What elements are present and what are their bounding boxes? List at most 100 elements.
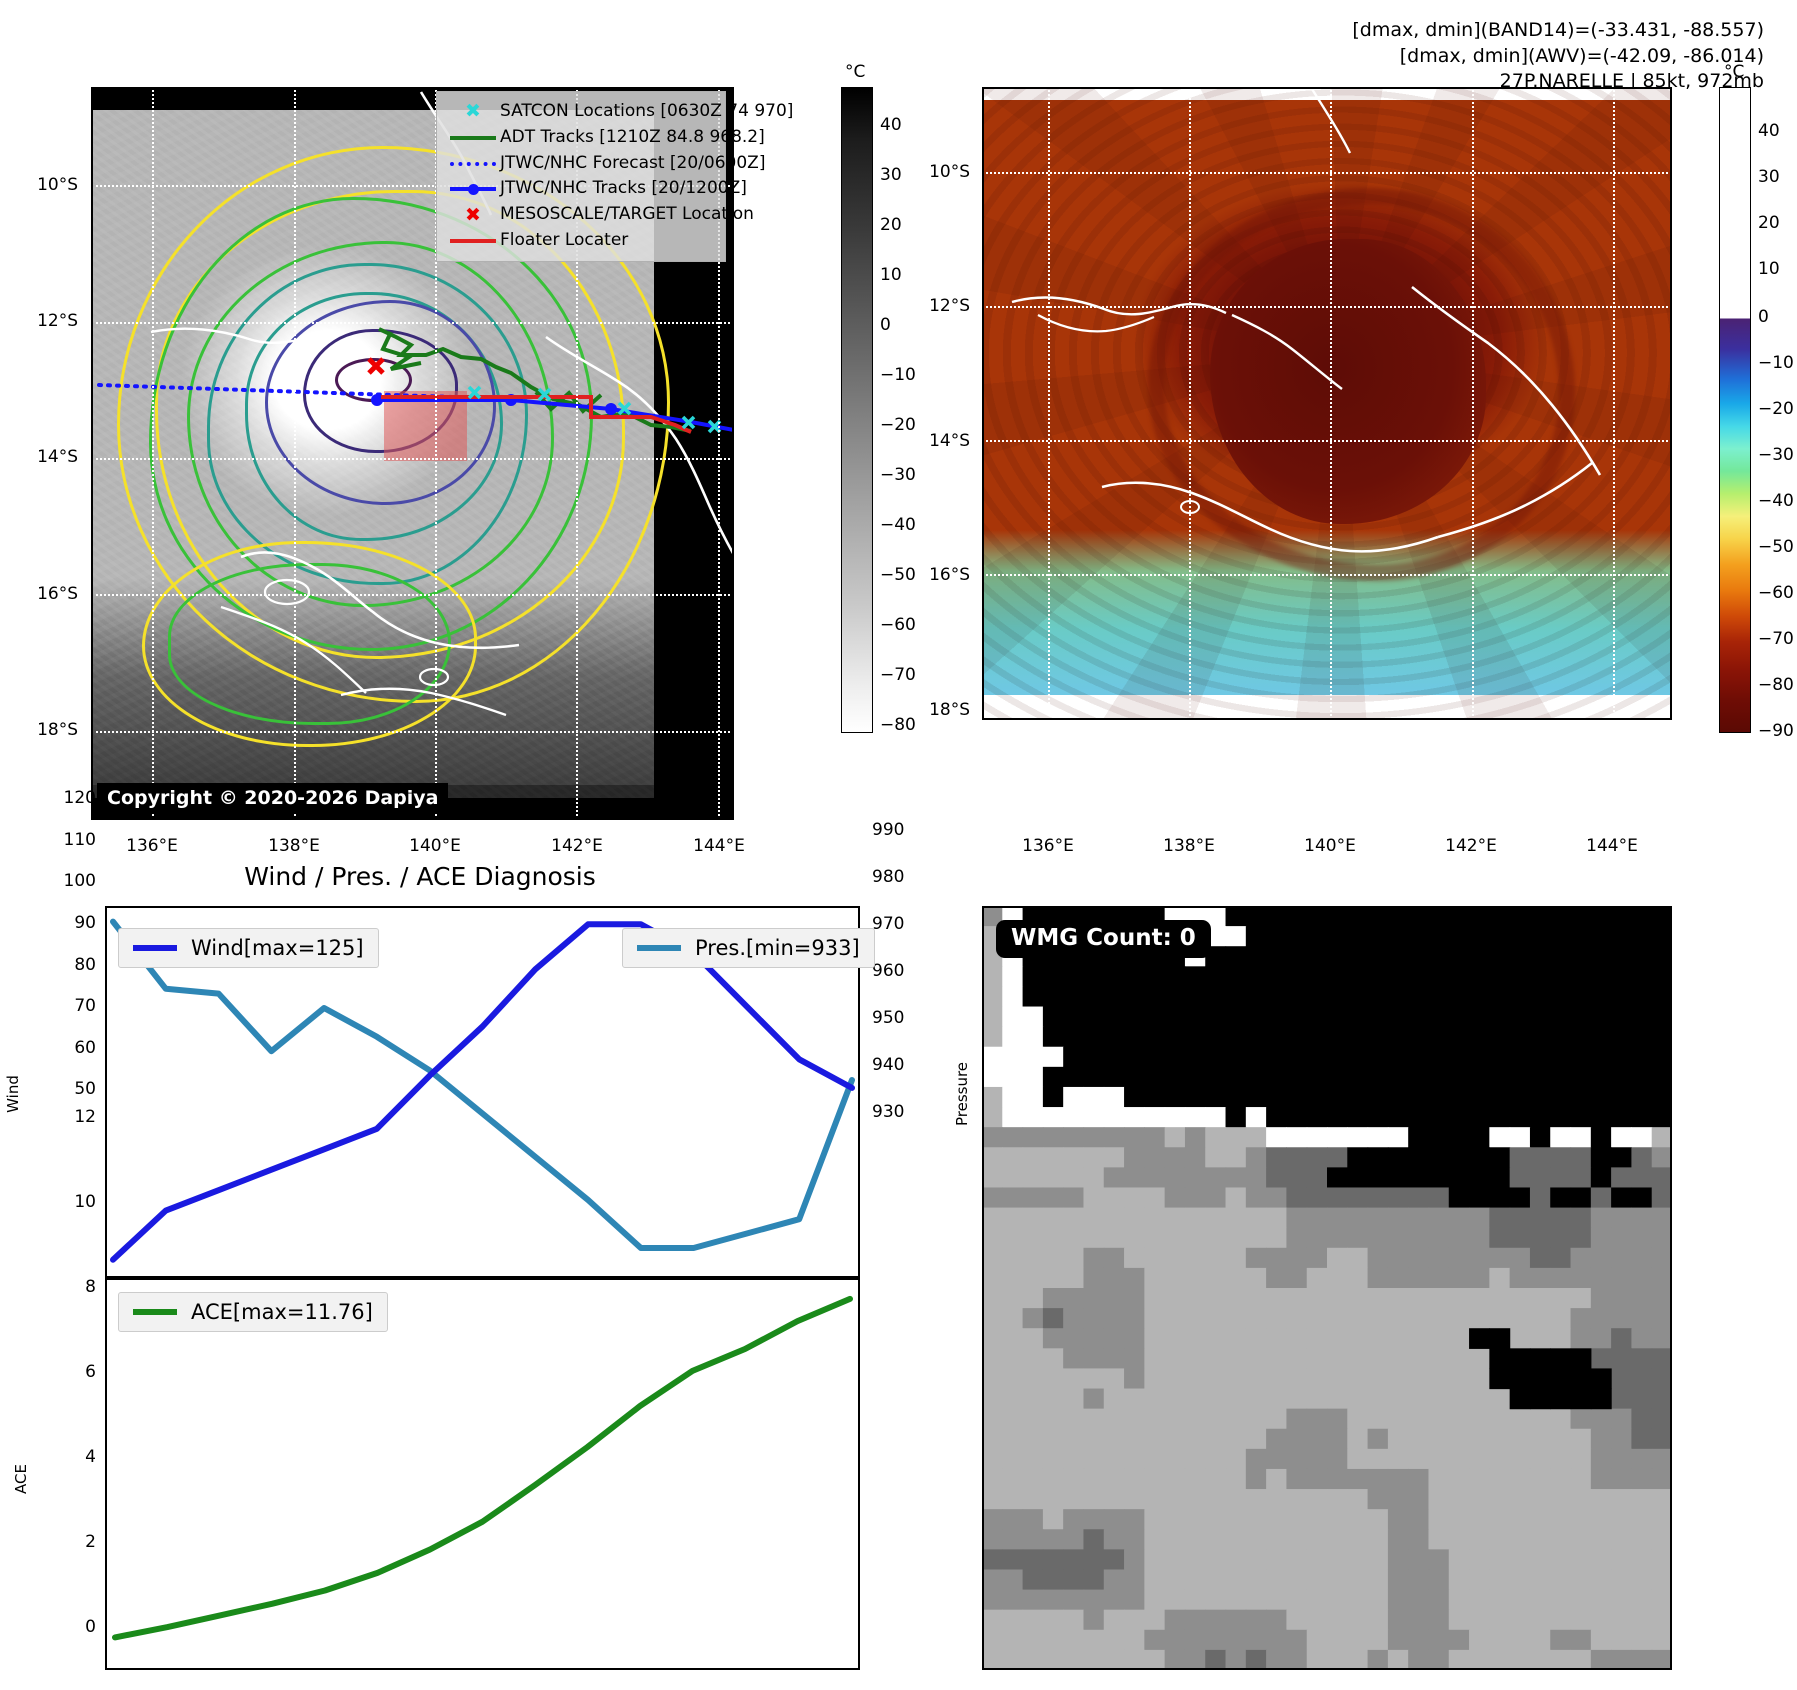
tick-lon: 142°E [1445,836,1497,856]
dotted-line-icon [446,154,500,174]
cbar-tick: 10 [1758,259,1780,279]
target-area-box [383,391,468,461]
tick-lat: 16°S [929,565,970,585]
pressure-axis-label: Pressure [953,1061,972,1127]
tick-pressure: 970 [872,914,905,934]
cbar-tick: −90 [1758,721,1794,741]
tick-lon: 138°E [1163,836,1215,856]
legend-label: ADT Tracks [1210Z 84.8 968.2] [500,126,765,147]
awv-satellite-image [982,87,1672,720]
cbar-tick: 20 [1758,213,1780,233]
copyright-badge: Copyright © 2020-2026 Dapiya [97,783,449,814]
wind-axis-label: Wind [3,1075,22,1113]
cbar-tick: 30 [1758,167,1780,187]
tick-pressure: 940 [872,1055,905,1075]
legend-item-adt[interactable]: ADT Tracks [1210Z 84.8 968.2] [446,125,765,151]
tick-ace: 2 [85,1532,96,1552]
tick-wind: 70 [74,996,96,1016]
legend-item-satcon[interactable]: ✖ SATCON Locations [0630Z 74 970] [446,99,793,125]
cbar-tick: 40 [880,115,902,135]
cbar-tick: −30 [1758,445,1794,465]
cbar-tick: 0 [1758,307,1769,327]
tick-pressure: 950 [872,1008,905,1028]
ir-map-legend: ✖ SATCON Locations [0630Z 74 970] ADT Tr… [436,91,793,262]
ir-map-axes[interactable]: ✖ SATCON Locations [0630Z 74 970] ADT Tr… [91,87,793,820]
tick-pressure: 990 [872,820,905,840]
cbar-tick: 20 [880,215,902,235]
legend-label: SATCON Locations [0630Z 74 970] [500,101,794,121]
tick-lon: 144°E [693,836,745,856]
cbar-tick: −60 [880,615,916,635]
cbar-tick: −70 [1758,629,1794,649]
cbar-tick: −70 [880,665,916,685]
cbar-tick: 30 [880,165,902,185]
awv-map-axes[interactable] [982,87,1672,720]
wmg-axes[interactable]: WMG Count: 0 [982,906,1672,1670]
cbar-tick: 10 [880,265,902,285]
tick-wind: 50 [74,1079,96,1099]
header-readout: [dmax, dmin](BAND14)=(-33.431, -88.557) … [1352,18,1764,95]
ace-axis-label: ACE [11,1464,30,1494]
cbar-tick: −10 [1758,353,1794,373]
dmax-band14-text: [dmax, dmin](BAND14)=(-33.431, -88.557) [1352,19,1764,41]
tick-wind: 90 [74,913,96,933]
cbar-tick: −10 [880,365,916,385]
tick-lon: 136°E [1022,836,1074,856]
legend-item-mesoscale[interactable]: ✖ MESOSCALE/TARGET Location [446,202,754,228]
tick-lat: 12°S [37,311,78,331]
tick-wind: 80 [74,955,96,975]
ace-legend[interactable]: ACE[max=11.76] [118,1292,388,1332]
ace-legend-label: ACE[max=11.76] [191,1300,373,1324]
awv-colorbar-unit: °C [1724,62,1745,82]
tick-wind: 120 [63,788,96,808]
tick-lat: 14°S [929,431,970,451]
cbar-tick: −50 [1758,537,1794,557]
wmg-grid-cells [982,906,1672,1670]
pressure-legend[interactable]: Pres.[min=933] [622,928,875,968]
legend-label: JTWC/NHC Tracks [20/1200Z] [500,178,747,199]
wind-legend[interactable]: Wind[max=125] [118,928,379,968]
ir-colorbar [841,87,873,733]
tick-lon: 136°E [126,836,178,856]
legend-item-floater[interactable]: Floater Locater [446,228,714,254]
tick-lat: 18°S [929,700,970,720]
tick-lon: 144°E [1586,836,1638,856]
wind-swatch-icon [133,945,177,951]
tick-ace: 4 [85,1447,96,1467]
legend-label: JTWC/NHC Forecast [20/0600Z] [500,152,766,173]
wind-pressure-plot [110,918,855,1263]
pressure-legend-label: Pres.[min=933] [695,936,860,960]
tick-lat: 10°S [37,175,78,195]
legend-label: Floater Locater [500,230,629,251]
cbar-tick: −60 [1758,583,1794,603]
tick-ace: 10 [74,1192,96,1212]
wmg-cluster-map [982,906,1672,1670]
dmax-awv-text: [dmax, dmin](AWV)=(-42.09, -86.014) [1399,44,1764,67]
legend-item-jtwc-forecast[interactable]: JTWC/NHC Forecast [20/0600Z] [446,151,765,177]
ace-plot [112,1295,853,1641]
diagnosis-title: Wind / Pres. / ACE Diagnosis [244,862,596,891]
tick-lat: 16°S [37,584,78,604]
cbar-tick: −40 [1758,491,1794,511]
awv-colorbar [1719,87,1751,733]
cbar-tick: −40 [880,515,916,535]
cbar-tick: −30 [880,465,916,485]
storm-summary-text: 27P.NARELLE | 85kt, 972mb [1499,70,1764,93]
x-marker-icon: ✖ [465,203,481,226]
solid-line-icon [446,231,500,251]
wind-pressure-axes[interactable] [105,906,860,1278]
tick-lon: 140°E [409,836,461,856]
ace-swatch-icon [133,1309,177,1315]
cbar-tick: −80 [1758,675,1794,695]
legend-item-jtwc-tracks[interactable]: JTWC/NHC Tracks [20/1200Z] [446,176,747,202]
tick-ace: 0 [85,1617,96,1637]
tick-ace: 8 [85,1277,96,1297]
tick-pressure: 930 [872,1102,905,1122]
solid-line-icon [446,128,500,148]
contour-green-south [168,563,452,725]
tick-lon: 140°E [1304,836,1356,856]
tick-ace: 12 [74,1107,96,1127]
ace-axes[interactable] [105,1278,860,1670]
tick-lon: 138°E [268,836,320,856]
